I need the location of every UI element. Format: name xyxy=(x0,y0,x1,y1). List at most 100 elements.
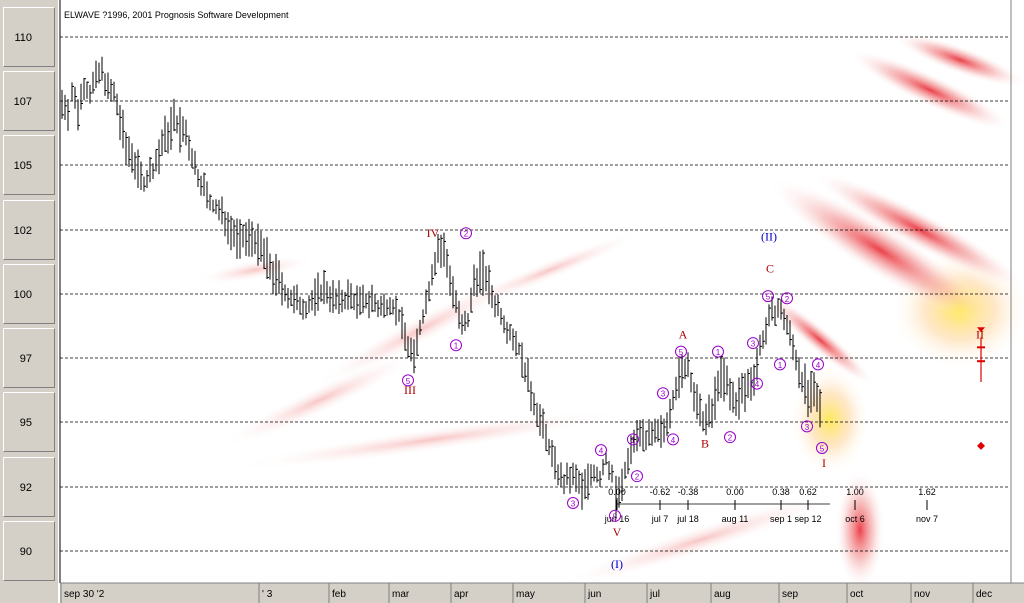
time-ratio-label: 0.38 xyxy=(772,487,790,497)
bg-zone-pink xyxy=(231,409,629,471)
wave-circle-label: 1 xyxy=(454,342,459,351)
time-ratio-label: 0.00 xyxy=(726,487,744,497)
y-tick-box xyxy=(3,457,55,517)
time-ratio-date: jun 16 xyxy=(604,514,630,524)
wave-circle-marker xyxy=(781,292,793,305)
y-tick-label: 105 xyxy=(14,160,32,172)
wave-circle-marker xyxy=(747,337,759,350)
wave-label: B xyxy=(701,437,709,451)
time-ratio-date: oct 6 xyxy=(845,514,865,524)
wave-circle-marker xyxy=(724,431,736,444)
wave-circle-marker xyxy=(631,470,643,483)
wave-circle-label: 4 xyxy=(599,447,604,456)
time-ratio-date: nov 7 xyxy=(916,514,938,524)
time-ratio-date: jul 18 xyxy=(676,514,699,524)
wave-circle-marker xyxy=(751,377,763,390)
bg-zone-red xyxy=(848,49,1012,131)
x-tick-label: sep 30 '2 xyxy=(64,589,105,600)
wave-circle-marker xyxy=(801,420,813,433)
wave-circle-label: 2 xyxy=(785,295,790,304)
wave-circle-marker xyxy=(816,442,828,454)
x-tick-label: may xyxy=(516,589,535,600)
wave-circle-label: 3 xyxy=(571,500,576,509)
wave-circle-label: 1 xyxy=(631,436,636,445)
y-tick-label: 107 xyxy=(14,96,32,108)
wave-circle-marker xyxy=(712,345,724,358)
y-tick-box xyxy=(3,328,55,388)
wave-label: C xyxy=(766,261,774,275)
wave-circle-marker xyxy=(402,374,414,387)
wave-circle-label: 4 xyxy=(816,361,821,370)
y-tick-label: 90 xyxy=(20,546,32,558)
wave-label: V xyxy=(613,525,622,539)
wave-label: II xyxy=(976,328,984,342)
copyright-header: ELWAVE ?1996, 2001 Prognosis Software De… xyxy=(64,10,289,20)
y-tick-label: 100 xyxy=(14,289,32,301)
wave-circle-label: 2 xyxy=(464,230,469,239)
wave-circle-label: 5 xyxy=(679,348,684,357)
wave-circle-marker xyxy=(460,227,472,240)
wave-circle-marker xyxy=(567,497,579,509)
bg-zone-checker xyxy=(835,470,885,590)
bg-zone-pink xyxy=(195,255,315,285)
projection-triangle xyxy=(977,327,985,333)
bg-zone-red xyxy=(765,294,875,386)
wave-circle-marker xyxy=(762,290,774,303)
wave-circle-marker xyxy=(657,387,669,400)
x-axis-strip xyxy=(60,583,1024,603)
y-tick-box xyxy=(3,392,55,452)
wave-label: A xyxy=(679,328,688,342)
y-tick-box xyxy=(3,264,55,324)
time-ratio-label: 1.00 xyxy=(846,487,864,497)
wave-circle-label: 1 xyxy=(778,361,783,370)
bg-zone-pink xyxy=(557,491,843,589)
time-ratio-date: sep 12 xyxy=(794,514,821,524)
wave-label: IV xyxy=(427,226,440,240)
time-ratio-label: 1.62 xyxy=(918,487,936,497)
bg-zone-pink xyxy=(220,351,420,449)
x-tick-label: ' 3 xyxy=(262,589,273,600)
y-tick-box xyxy=(3,135,55,195)
y-tick-label: 92 xyxy=(20,482,32,494)
wave-circle-label: 3 xyxy=(661,390,666,399)
wave-label: I xyxy=(822,456,826,470)
time-ratio-label: 0.62 xyxy=(799,487,817,497)
y-tick-label: 97 xyxy=(20,353,32,365)
x-tick-label: aug xyxy=(714,589,731,600)
wave-label: (I) xyxy=(611,557,623,571)
wave-circle-marker xyxy=(812,358,824,371)
wave-circle-marker xyxy=(450,339,462,352)
bg-zone-red xyxy=(768,177,992,323)
time-ratio-label: -0.62 xyxy=(650,487,671,497)
time-ratio-label: 0.00 xyxy=(608,487,626,497)
x-tick-label: feb xyxy=(332,589,346,600)
wave-circle-label: 2 xyxy=(635,473,640,482)
wave-circle-label: 5 xyxy=(820,445,825,454)
wave-circle-label: 4 xyxy=(671,436,676,445)
x-tick-label: nov xyxy=(914,589,930,600)
wave-circle-label: 3 xyxy=(805,423,810,432)
y-tick-label: 102 xyxy=(14,225,32,237)
bg-zone-yellow xyxy=(790,365,870,475)
y-tick-label: 95 xyxy=(20,417,32,429)
time-ratio-date: aug 11 xyxy=(722,514,749,524)
wave-circle-label: 4 xyxy=(755,380,760,389)
x-tick-label: apr xyxy=(454,589,469,600)
x-tick-label: oct xyxy=(850,589,864,600)
wave-circle-label: 1 xyxy=(716,348,721,357)
bg-zone-pink xyxy=(457,231,643,309)
wave-circle-marker xyxy=(774,358,786,371)
time-ratio-date: sep 1 xyxy=(770,514,792,524)
bg-zone-red xyxy=(894,32,1024,88)
wave-circle-marker xyxy=(595,444,607,457)
wave-circle-label: 3 xyxy=(751,340,756,349)
wave-label: III xyxy=(404,383,416,397)
wave-circle-marker xyxy=(627,433,639,446)
wave-circle-marker xyxy=(667,433,679,446)
x-tick-label: jun xyxy=(587,589,601,600)
y-axis-panel xyxy=(0,0,58,603)
y-tick-box xyxy=(3,200,55,260)
time-ratio-label: -0.38 xyxy=(678,487,699,497)
wave-label: (II) xyxy=(761,229,777,243)
